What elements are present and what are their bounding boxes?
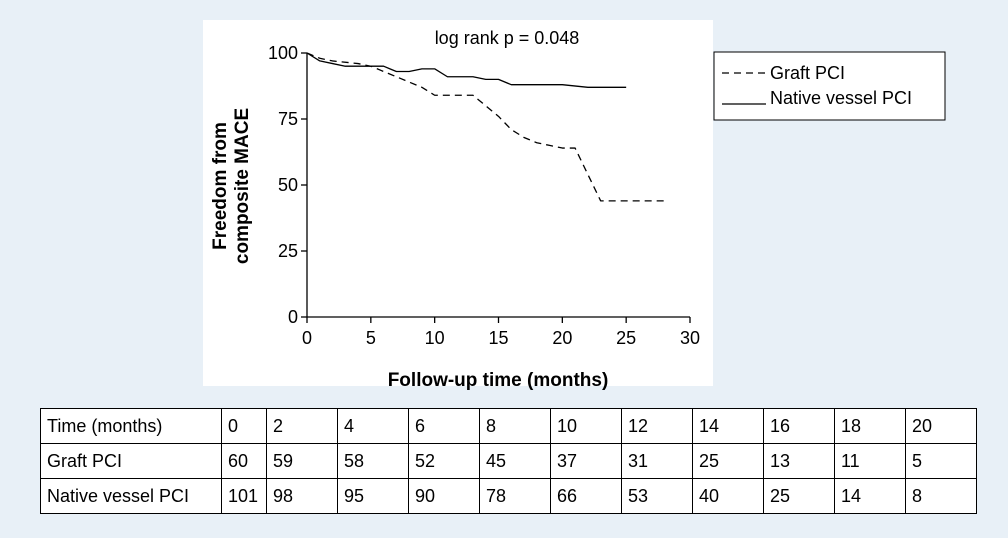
x-tick-label: 5: [366, 328, 376, 348]
y-axis-label: Freedom from composite MACE: [210, 108, 253, 264]
row-label: Time (months): [40, 408, 222, 444]
row-label: Graft PCI: [40, 443, 222, 479]
table-cell: 13: [763, 443, 835, 479]
table-cell: 18: [834, 408, 906, 444]
table-cell: 95: [337, 478, 409, 514]
y-tick-label: 0: [288, 307, 298, 327]
table-cell: 101: [221, 478, 267, 514]
table-row-time: Time (months) 0 2 4 6 8 10 12 14 16 18 20: [40, 408, 977, 444]
table-cell: 14: [692, 408, 764, 444]
x-tick-label: 0: [302, 328, 312, 348]
y-tick-label: 75: [278, 109, 298, 129]
table-cell: 0: [221, 408, 267, 444]
table-cell: 25: [692, 443, 764, 479]
legend-entry-native-vessel-pci: Native vessel PCI: [770, 88, 912, 108]
x-tick-label: 20: [552, 328, 572, 348]
table-cell: 31: [621, 443, 693, 479]
table-cell: 52: [408, 443, 480, 479]
x-tick-label: 25: [616, 328, 636, 348]
table-row-native-vessel-pci: Native vessel PCI 101 98 95 90 78 66 53 40 25 14 8: [40, 478, 977, 514]
table-cell: 90: [408, 478, 480, 514]
axes: 0 5 10 15 20 25 30 0 25 50 75 100: [268, 43, 700, 348]
table-cell: 12: [621, 408, 693, 444]
table-cell: 8: [905, 478, 977, 514]
x-tick-label: 15: [488, 328, 508, 348]
table-cell: 20: [905, 408, 977, 444]
legend: Graft PCI Native vessel PCI: [713, 51, 946, 121]
table-cell: 2: [266, 408, 338, 444]
y-axis-label-line-2: composite MACE: [232, 108, 253, 264]
y-axis-label-line-1: Freedom from: [210, 122, 231, 250]
table-cell: 25: [763, 478, 835, 514]
km-chart: log rank p = 0.048 Freedom from composit…: [203, 20, 946, 391]
x-tick-label: 30: [680, 328, 700, 348]
table-cell: 60: [221, 443, 267, 479]
legend-box: [713, 51, 946, 121]
table-cell: 58: [337, 443, 409, 479]
series-layer: [306, 52, 665, 202]
y-tick-label: 25: [278, 241, 298, 261]
series-line-native-vessel-pci: [306, 52, 627, 88]
table-cell: 10: [550, 408, 622, 444]
chart-title: log rank p = 0.048: [435, 28, 580, 48]
table-cell: 8: [479, 408, 551, 444]
table-cell: 66: [550, 478, 622, 514]
table-cell: 6: [408, 408, 480, 444]
legend-entry-graft-pci: Graft PCI: [770, 63, 845, 83]
table-cell: 4: [337, 408, 409, 444]
table-cell: 5: [905, 443, 977, 479]
table-cell: 37: [550, 443, 622, 479]
table-cell: 59: [266, 443, 338, 479]
table-cell: 98: [266, 478, 338, 514]
row-label: Native vessel PCI: [40, 478, 222, 514]
table-cell: 40: [692, 478, 764, 514]
table-cell: 11: [834, 443, 906, 479]
x-axis-label: Follow-up time (months): [388, 370, 609, 391]
table-cell: 53: [621, 478, 693, 514]
table-cell: 78: [479, 478, 551, 514]
table-row-graft-pci: Graft PCI 60 59 58 52 45 37 31 25 13 11 5: [40, 443, 977, 479]
table-cell: 45: [479, 443, 551, 479]
risk-table: Time (months) 0 2 4 6 8 10 12 14 16 18 20 Graft PCI 6…: [40, 408, 977, 514]
plot-area-background: [203, 20, 713, 386]
y-tick-label: 50: [278, 175, 298, 195]
y-tick-label: 100: [268, 43, 298, 63]
table-cell: 14: [834, 478, 906, 514]
table-cell: 16: [763, 408, 835, 444]
x-tick-label: 10: [425, 328, 445, 348]
